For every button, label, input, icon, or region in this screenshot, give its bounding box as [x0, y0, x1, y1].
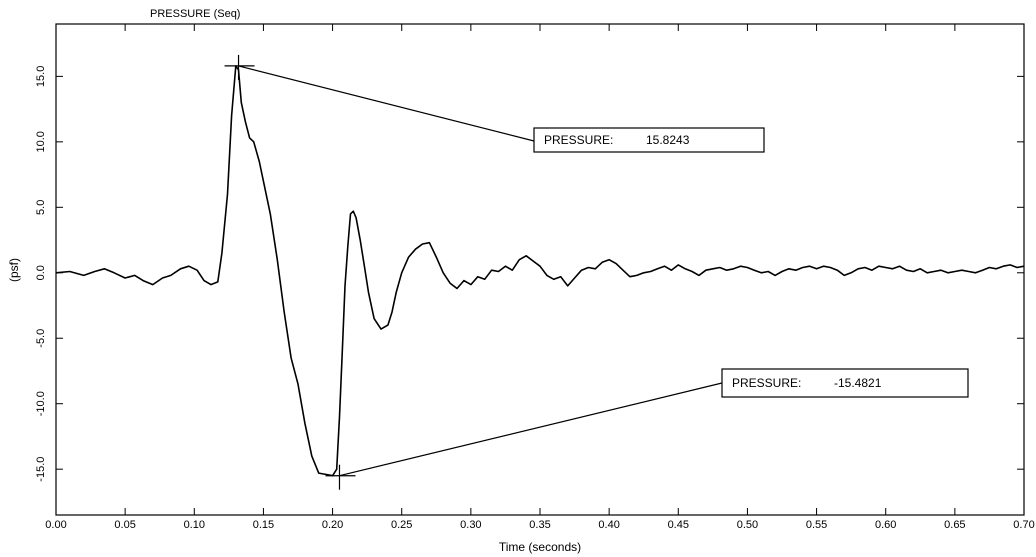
- x-tick-label: 0.05: [114, 519, 135, 531]
- y-tick-label: 10.0: [35, 131, 47, 152]
- annotation-box: [721, 368, 969, 398]
- y-tick-label: -10.0: [35, 391, 47, 416]
- x-tick-label: 0.70: [1013, 519, 1034, 531]
- x-tick-label: 0.45: [668, 519, 689, 531]
- x-tick-label: 0.65: [944, 519, 965, 531]
- y-tick-label: 0.0: [35, 265, 47, 280]
- annotation-leader-line: [339, 382, 723, 477]
- x-tick-label: 0.15: [253, 519, 274, 531]
- x-tick-label: 0.00: [45, 519, 66, 531]
- annotations: PRESSURE: 15.8243 PRESSURE: -15.4821: [224, 54, 969, 490]
- x-axis-ticks: 0.00 0.05 0.10 0.15 0.20 0.25 0.30 0.35 0.40 0.45…: [45, 24, 1035, 531]
- y-axis-ticks: 15.0 10.0 5.0 0.0 -5.0 -10.0 -15.0: [35, 66, 1024, 482]
- x-tick-label: 0.20: [322, 519, 343, 531]
- chart-title: PRESSURE (Seq): [150, 8, 240, 20]
- y-tick-label: 5.0: [35, 200, 47, 215]
- annotation-label: PRESSURE:: [544, 133, 613, 147]
- x-tick-label: 0.25: [391, 519, 412, 531]
- x-tick-label: 0.35: [529, 519, 550, 531]
- annotation-leader-line: [238, 65, 535, 142]
- y-tick-label: -15.0: [35, 457, 47, 482]
- x-tick-label: 0.55: [806, 519, 827, 531]
- y-tick-label: 15.0: [35, 66, 47, 87]
- annotation-value: -15.4821: [834, 376, 882, 390]
- pressure-series-line: [55, 65, 1025, 477]
- x-tick-label: 0.40: [598, 519, 619, 531]
- x-tick-label: 0.10: [184, 519, 205, 531]
- y-axis-label: (psf): [7, 258, 21, 282]
- annotation-label: PRESSURE:: [732, 376, 801, 390]
- x-tick-label: 0.60: [875, 519, 896, 531]
- annotation-value: 15.8243: [646, 133, 690, 147]
- x-tick-label: 0.30: [460, 519, 481, 531]
- x-axis-label: Time (seconds): [499, 540, 581, 554]
- x-tick-label: 0.50: [737, 519, 758, 531]
- annotation-box: [533, 127, 765, 153]
- y-tick-label: -5.0: [35, 329, 47, 348]
